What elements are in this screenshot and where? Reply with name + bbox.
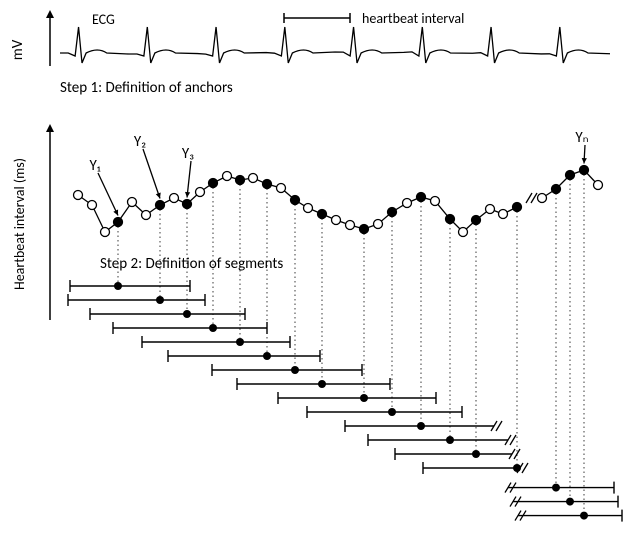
ecg-trace — [60, 27, 610, 63]
anchor-point — [263, 180, 272, 189]
segment-anchor-dot — [513, 464, 521, 472]
series-point — [277, 184, 286, 193]
anchor-point — [566, 171, 575, 180]
step1-label: Step 1: Definition of anchors — [60, 79, 233, 97]
series-point — [459, 228, 468, 237]
ecg-title: ECG — [92, 11, 115, 28]
segment-anchor-dot — [446, 436, 454, 444]
anchor-label: Y₃ — [182, 145, 194, 163]
anchor-point — [291, 196, 300, 205]
segment-anchor-dot — [263, 352, 271, 360]
series-point — [499, 210, 508, 219]
figure-svg: mV ECG heartbeat interval Step 1: Definitio… — [0, 0, 641, 542]
series-point — [486, 205, 495, 214]
anchor-point — [513, 203, 522, 212]
series-point — [74, 191, 83, 200]
segment-anchor-dot — [114, 282, 122, 290]
step2-label: Step 2: Definition of segments — [100, 255, 283, 273]
series-point — [88, 201, 97, 210]
series-point — [538, 194, 547, 203]
anchor-point — [156, 201, 165, 210]
anchor-point — [388, 208, 397, 217]
anchor-label: Yₙ — [575, 129, 588, 147]
anchor-point — [318, 210, 327, 219]
segment-anchor-dot — [388, 408, 396, 416]
anchor-point — [360, 225, 369, 234]
series-point — [431, 197, 440, 206]
segment-anchor-dot — [580, 512, 588, 520]
anchor-point — [236, 176, 245, 185]
segment-anchor-dot — [183, 310, 191, 318]
segment-anchor-dot — [360, 394, 368, 402]
series-point — [403, 199, 412, 208]
anchor-point — [209, 179, 218, 188]
series-point — [196, 188, 205, 197]
anchor-point — [417, 193, 426, 202]
series-point — [170, 194, 179, 203]
figure-container: mV ECG heartbeat interval Step 1: Definitio… — [0, 0, 641, 542]
series-point — [142, 211, 151, 220]
series-point — [594, 181, 603, 190]
anchor-point — [114, 218, 123, 227]
anchor-point — [446, 215, 455, 224]
segment-anchor-dot — [318, 380, 326, 388]
anchor-label: Y₂ — [134, 133, 146, 151]
anchor-point — [552, 185, 561, 194]
anchor-label: Y₁ — [89, 157, 100, 175]
ecg-panel: mV ECG heartbeat interval — [9, 10, 610, 66]
series-point — [374, 220, 383, 229]
segments-panel — [68, 175, 622, 522]
segment-anchor-dot — [236, 338, 244, 346]
series-point — [128, 198, 137, 207]
segment-anchor-dot — [156, 296, 164, 304]
series-point — [346, 221, 355, 230]
series-point — [304, 204, 313, 213]
segment-anchor-dot — [552, 484, 560, 492]
anchor-point — [183, 200, 192, 209]
mv-label: mV — [9, 39, 27, 60]
segment-anchor-dot — [209, 324, 217, 332]
segment-anchor-dot — [472, 450, 480, 458]
anchor-point — [472, 216, 481, 225]
series-point — [223, 172, 232, 181]
hbi-axis-label: Heartbeat interval (ms) — [11, 158, 28, 290]
series-point — [332, 216, 341, 225]
series-point — [101, 228, 110, 237]
segment-anchor-dot — [417, 422, 425, 430]
anchor-point — [580, 166, 589, 175]
segment-anchor-dot — [566, 498, 574, 506]
heartbeat-interval-label: heartbeat interval — [362, 10, 464, 27]
segment-anchor-dot — [291, 366, 299, 374]
series-point — [249, 174, 258, 183]
series-panel: Heartbeat interval (ms) Y₁ Y₂ Y₃ Yₙ — [11, 124, 603, 320]
